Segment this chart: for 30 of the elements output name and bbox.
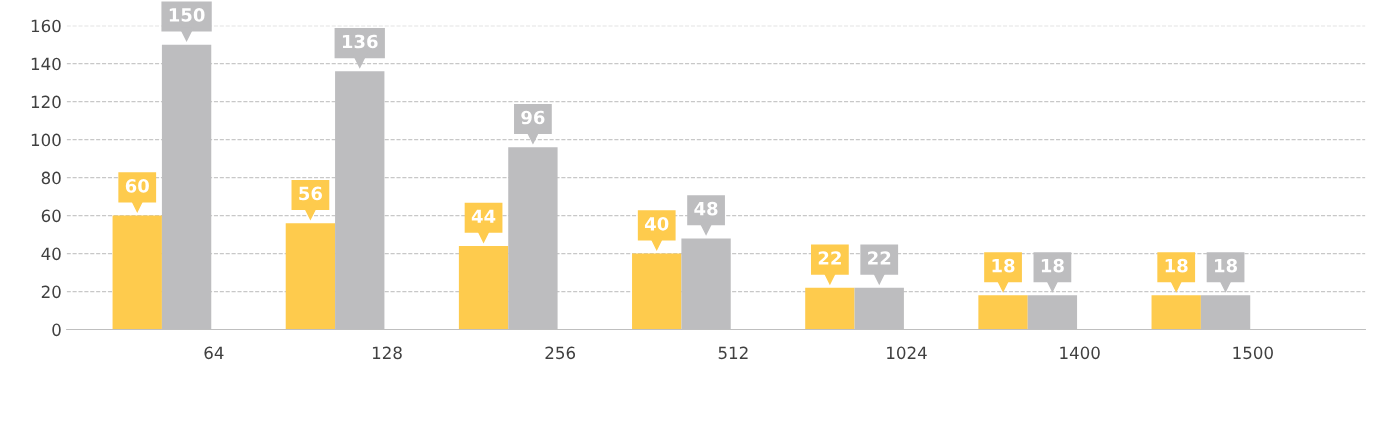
x-tick-label: 512	[718, 346, 748, 360]
data-label: 18	[1165, 258, 1188, 273]
data-label: 48	[694, 201, 718, 216]
data-label: 136	[342, 34, 378, 49]
x-tick-label: 256	[545, 346, 576, 360]
data-label: 22	[818, 251, 841, 265]
data-label: 22	[868, 251, 891, 265]
y-tick-label: 0	[52, 323, 61, 337]
y-tick-label: 60	[41, 209, 61, 223]
data-label: 60	[125, 179, 149, 193]
data-label: 18	[1041, 258, 1064, 273]
x-tick-label: 128	[372, 346, 402, 360]
x-tick-label: 1024	[887, 346, 927, 360]
data-label: 18	[1215, 258, 1237, 273]
y-tick-label: 160	[31, 19, 61, 33]
x-tick-label: 1400	[1060, 346, 1100, 360]
data-label: 40	[644, 216, 669, 231]
y-tick-label: 80	[41, 171, 61, 185]
y-tick-label: 20	[41, 285, 61, 299]
y-tick-label: 140	[31, 57, 61, 71]
data-label: 18	[992, 258, 1015, 273]
x-tick-label: 64	[204, 346, 224, 360]
y-tick-label: 120	[31, 95, 61, 109]
data-label: 96	[521, 110, 545, 125]
data-label: 56	[299, 186, 322, 201]
data-label: 150	[169, 8, 205, 22]
x-tick-label: 1500	[1233, 346, 1273, 360]
y-tick-label: 40	[41, 247, 61, 261]
y-tick-label: 100	[31, 133, 61, 147]
data-label: 44	[471, 209, 496, 223]
